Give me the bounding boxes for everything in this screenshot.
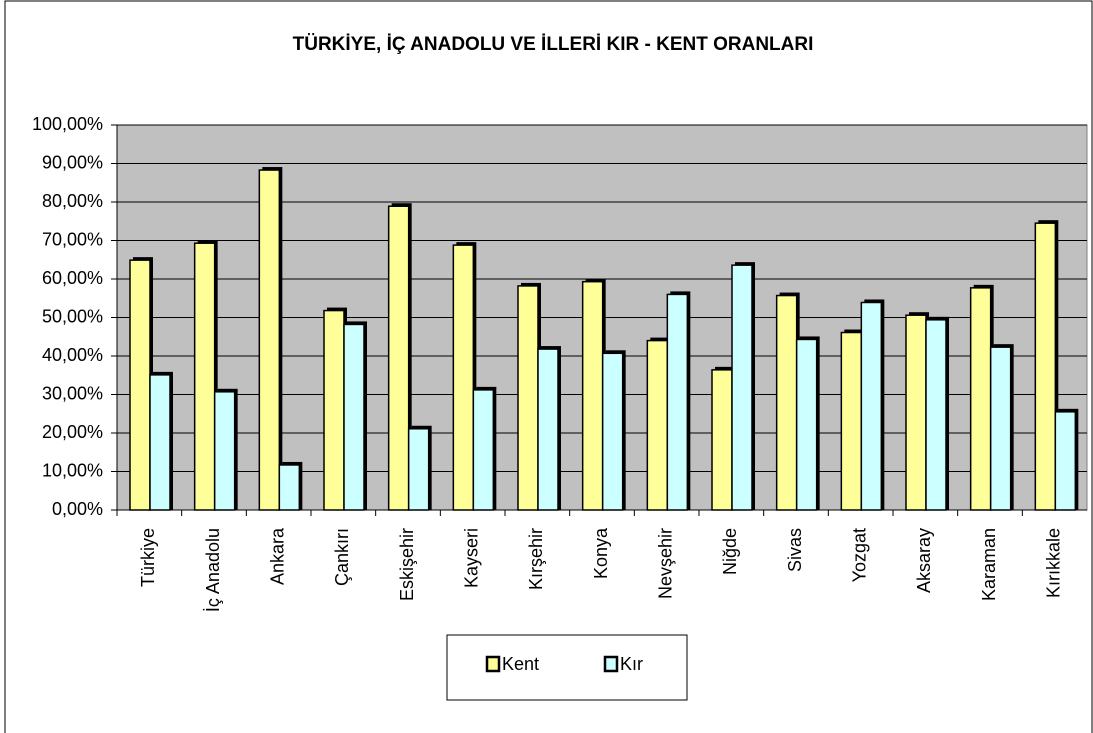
bar <box>860 301 883 511</box>
bar <box>905 314 927 511</box>
bar <box>537 348 559 511</box>
bar <box>387 205 410 511</box>
legend-label: Kent <box>502 654 539 674</box>
x-tick-label: Aksaray <box>914 528 934 593</box>
x-tick-label: İç Anadolu <box>203 528 223 612</box>
bar <box>646 339 669 511</box>
bar <box>343 323 365 511</box>
legend-swatch <box>603 655 619 673</box>
x-tick-label: Türkiye <box>138 528 158 587</box>
x-tick-label: Kırıkkale <box>1043 528 1063 598</box>
bar <box>517 285 539 511</box>
bar <box>581 280 604 511</box>
bar <box>601 352 624 511</box>
legend-label: Kır <box>620 654 643 674</box>
y-tick-label: 60,00% <box>42 268 103 288</box>
x-tick-label: Konya <box>591 527 611 579</box>
y-tick-label: 40,00% <box>42 345 103 365</box>
bar <box>193 242 216 511</box>
y-tick-label: 50,00% <box>42 306 103 326</box>
bar <box>1054 411 1077 511</box>
y-tick-label: 30,00% <box>42 383 103 403</box>
y-tick-label: 0,00% <box>52 499 103 519</box>
y-tick-label: 70,00% <box>42 229 103 249</box>
x-tick-label: Ankara <box>267 527 287 585</box>
x-tick-label: Sivas <box>785 528 805 572</box>
bar <box>731 264 753 511</box>
bar <box>1034 222 1057 511</box>
x-tick-label: Çankırı <box>332 528 352 586</box>
x-tick-label: Nevşehir <box>655 528 675 599</box>
bar <box>795 338 818 511</box>
bar <box>989 346 1012 511</box>
x-tick-label: Niğde <box>720 528 740 575</box>
y-tick-label: 100,00% <box>32 114 103 134</box>
y-tick-label: 10,00% <box>42 460 103 480</box>
x-tick-label: Kırşehir <box>526 528 546 590</box>
y-tick-label: 90,00% <box>42 152 103 172</box>
bar <box>407 428 430 511</box>
bar <box>213 391 236 511</box>
bar <box>452 244 475 511</box>
bar <box>278 464 301 511</box>
x-tick-label: Yozgat <box>849 528 869 582</box>
bar <box>925 319 947 511</box>
x-tick-label: Eskişehir <box>397 528 417 601</box>
x-tick-label: Kayseri <box>461 528 481 588</box>
y-tick-label: 20,00% <box>42 422 103 442</box>
y-tick-label: 80,00% <box>42 191 103 211</box>
bar <box>323 309 345 511</box>
bar <box>129 259 151 511</box>
bar <box>711 369 733 511</box>
legend-box <box>446 634 688 701</box>
bar <box>472 389 495 511</box>
legend-swatch <box>485 655 501 673</box>
bar <box>149 374 171 511</box>
x-tick-label: Karaman <box>979 528 999 601</box>
chart-title: TÜRKİYE, İÇ ANADOLU VE İLLERİ KIR - KENT… <box>293 34 814 55</box>
bar <box>840 331 863 511</box>
bar <box>666 293 689 511</box>
bar <box>969 287 992 511</box>
bar <box>258 169 281 511</box>
bar <box>775 294 798 511</box>
